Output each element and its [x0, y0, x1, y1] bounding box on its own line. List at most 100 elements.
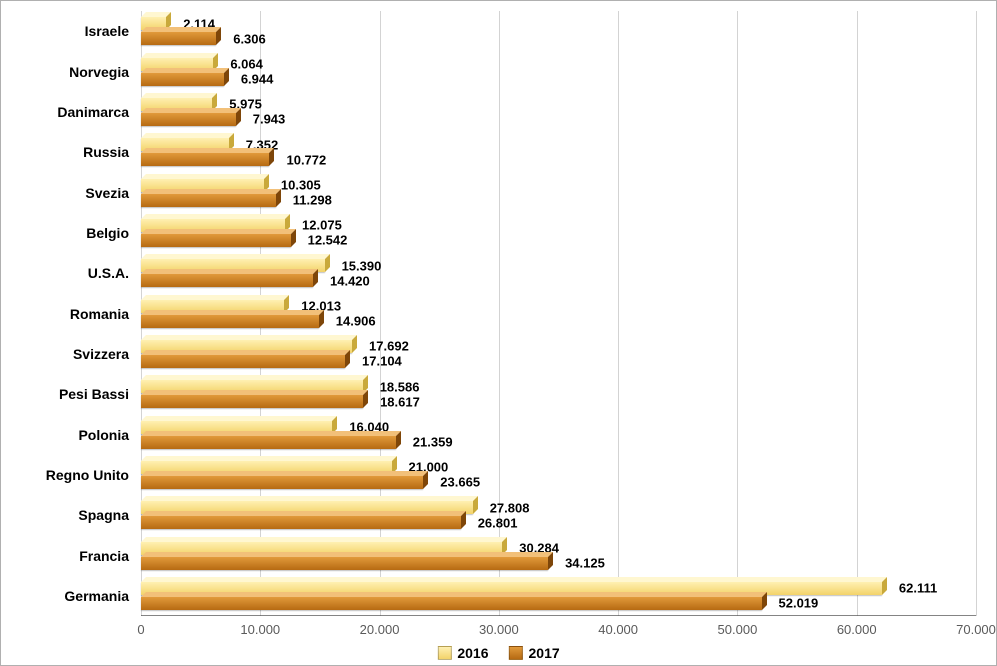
x-tick-label: 50.000: [718, 622, 758, 637]
bar-2017: [141, 32, 216, 45]
category-label: Francia: [1, 548, 129, 564]
bar-top-face: [141, 93, 217, 98]
bar-front: [141, 557, 548, 570]
bar-value-label: 14.420: [330, 273, 370, 288]
x-tick-label: 70.000: [956, 622, 996, 637]
bar-top-face: [141, 68, 229, 73]
category-label: Danimarca: [1, 104, 129, 120]
bar-top-face: [141, 254, 330, 259]
bar-value-label: 34.125: [565, 556, 605, 571]
category-label: Belgio: [1, 225, 129, 241]
category-label: Germania: [1, 588, 129, 604]
bar-front: [141, 436, 396, 449]
x-tick-label: 10.000: [240, 622, 280, 637]
bar-top-face: [141, 390, 368, 395]
category-label: Romania: [1, 306, 129, 322]
bar-value-label: 27.808: [490, 500, 530, 515]
bar-top-face: [141, 189, 281, 194]
bar-top-face: [141, 350, 350, 355]
bar-value-label: 62.111: [899, 581, 937, 596]
bar-value-label: 6.306: [233, 31, 266, 46]
bar-top-face: [141, 431, 401, 436]
legend-swatch: [437, 646, 451, 660]
bar-top-face: [141, 592, 767, 597]
bar-value-label: 18.617: [380, 394, 420, 409]
legend-item: 2016: [437, 645, 488, 661]
bar-value-label: 12.075: [302, 218, 342, 233]
bar-value-label: 52.019: [779, 596, 819, 611]
bar-2017: [141, 557, 548, 570]
bar-top-face: [141, 133, 234, 138]
bar-2017: [141, 113, 236, 126]
bar-2017: [141, 153, 269, 166]
bar-top-face: [141, 27, 221, 32]
bar-top-face: [141, 229, 296, 234]
category-label: Norvegia: [1, 64, 129, 80]
bar-front: [141, 73, 224, 86]
bar-front: [141, 113, 236, 126]
bar-value-label: 12.542: [308, 233, 348, 248]
bar-top-face: [141, 552, 553, 557]
bar-top-face: [141, 496, 478, 501]
bar-top-face: [141, 174, 269, 179]
bar-top-face: [141, 295, 289, 300]
bar-value-label: 17.692: [369, 339, 409, 354]
bar-2017: [141, 395, 363, 408]
legend: 2016 2017: [437, 645, 559, 661]
bar-2017: [141, 436, 396, 449]
bar-front: [141, 153, 269, 166]
bar-2017: [141, 274, 313, 287]
legend-label: 2016: [457, 645, 488, 661]
bar-top-face: [141, 471, 428, 476]
bar-value-label: 6.944: [241, 72, 274, 87]
bar-top-face: [141, 511, 466, 516]
category-label: U.S.A.: [1, 265, 129, 281]
bar-top-face: [141, 456, 397, 461]
bar-value-label: 15.390: [342, 258, 382, 273]
category-label: Svizzera: [1, 346, 129, 362]
bar-front: [141, 476, 423, 489]
bar-value-label: 14.906: [336, 314, 376, 329]
bar-2017: [141, 234, 291, 247]
legend-label: 2017: [529, 645, 560, 661]
bar-front: [141, 516, 461, 529]
bar-top-face: [141, 335, 357, 340]
bar-2017: [141, 597, 762, 610]
bar-top-face: [141, 269, 318, 274]
x-tick-label: 40.000: [598, 622, 638, 637]
x-tick-label: 20.000: [360, 622, 400, 637]
bar-front: [141, 194, 276, 207]
x-tick-label: 30.000: [479, 622, 519, 637]
bar-2017: [141, 355, 345, 368]
bar-top-face: [141, 148, 274, 153]
grid-line: [976, 11, 977, 616]
grid-line: [618, 11, 619, 616]
bar-front: [141, 355, 345, 368]
grid-line: [737, 11, 738, 616]
category-label: Regno Unito: [1, 467, 129, 483]
bar-front: [141, 234, 291, 247]
bar-top-face: [141, 53, 218, 58]
plot-area: 2.1146.3066.0646.9445.9757.9437.35210.77…: [141, 11, 976, 616]
bar-top-face: [141, 416, 337, 421]
bar-top-face: [141, 310, 324, 315]
bar-2017: [141, 194, 276, 207]
bar-2017: [141, 315, 319, 328]
category-label: Israele: [1, 23, 129, 39]
grid-line: [857, 11, 858, 616]
bar-2017: [141, 516, 461, 529]
x-tick-label: 60.000: [837, 622, 877, 637]
bar-top-face: [141, 577, 887, 582]
bar-top-face: [141, 537, 507, 542]
chart-frame: 2.1146.3066.0646.9445.9757.9437.35210.77…: [0, 0, 997, 666]
bar-value-label: 11.298: [293, 193, 332, 208]
bar-value-label: 26.801: [478, 515, 518, 530]
category-label: Pesi Bassi: [1, 386, 129, 402]
bar-front: [141, 395, 363, 408]
bar-front: [141, 32, 216, 45]
bar-value-label: 23.665: [440, 475, 480, 490]
bar-top-face: [141, 214, 290, 219]
legend-item: 2017: [509, 645, 560, 661]
bar-top-face: [141, 108, 241, 113]
category-label: Russia: [1, 144, 129, 160]
